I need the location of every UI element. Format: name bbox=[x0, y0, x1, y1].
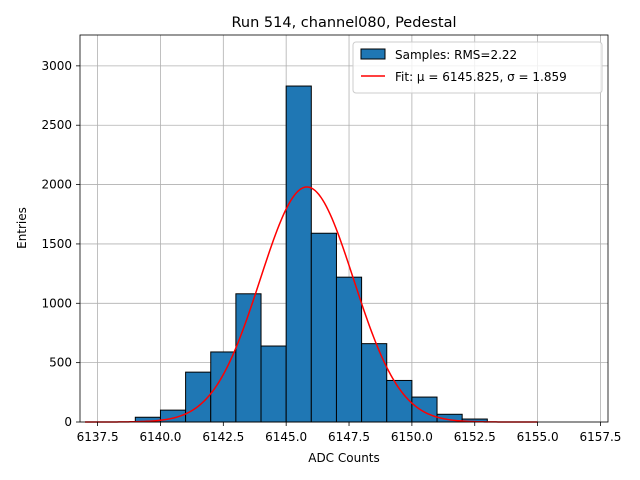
y-tick-label: 1000 bbox=[41, 296, 72, 310]
x-tick-label: 6152.5 bbox=[454, 430, 496, 444]
histogram-bar bbox=[260, 345, 287, 423]
x-tick-label: 6147.5 bbox=[328, 430, 370, 444]
histogram-bar bbox=[411, 396, 438, 423]
x-tick-label: 6137.5 bbox=[77, 430, 119, 444]
legend-box bbox=[352, 41, 603, 94]
x-tick-label: 6157.5 bbox=[579, 430, 621, 444]
x-tick-label: 6150.0 bbox=[391, 430, 433, 444]
histogram-bar bbox=[386, 379, 413, 423]
x-axis-ticks: 6137.5 6140.0 6142.5 6145.0 6147.5 6150.0 6152… bbox=[77, 422, 621, 444]
y-tick-label: 1500 bbox=[41, 237, 72, 251]
plot-frame bbox=[79, 34, 609, 423]
fit-curve bbox=[85, 186, 538, 423]
x-tick-label: 6140.0 bbox=[139, 430, 181, 444]
y-tick-label: 3000 bbox=[41, 59, 72, 73]
y-tick-label: 0 bbox=[64, 415, 72, 429]
chart-title: Run 514, channel080, Pedestal bbox=[231, 15, 456, 31]
legend: Samples: RMS=2.22 Fit: μ = 6145.825, σ =… bbox=[352, 41, 603, 94]
legend-histogram-label: Samples: RMS=2.22 bbox=[395, 48, 517, 62]
x-tick-label: 6155.0 bbox=[517, 430, 559, 444]
y-axis-label: Entries bbox=[15, 207, 29, 249]
y-tick-label: 500 bbox=[49, 356, 72, 370]
histogram-bar bbox=[210, 351, 237, 423]
histogram-bar bbox=[310, 232, 337, 423]
x-tick-label: 6145.0 bbox=[265, 430, 307, 444]
histogram-bar bbox=[361, 343, 388, 423]
histogram-bars bbox=[134, 85, 488, 423]
y-tick-label: 2500 bbox=[41, 118, 72, 132]
histogram-bar bbox=[335, 276, 363, 423]
y-tick-label: 2000 bbox=[41, 178, 72, 192]
legend-histogram-swatch bbox=[360, 48, 386, 60]
histogram-bar bbox=[185, 371, 212, 423]
x-tick-label: 6142.5 bbox=[202, 430, 244, 444]
x-axis-label: ADC Counts bbox=[308, 451, 380, 465]
histogram-bar bbox=[285, 85, 312, 423]
y-axis-ticks: 0 500 1000 1500 2000 2500 3000 bbox=[41, 59, 80, 429]
legend-fit-label: Fit: μ = 6145.825, σ = 1.859 bbox=[395, 70, 567, 84]
